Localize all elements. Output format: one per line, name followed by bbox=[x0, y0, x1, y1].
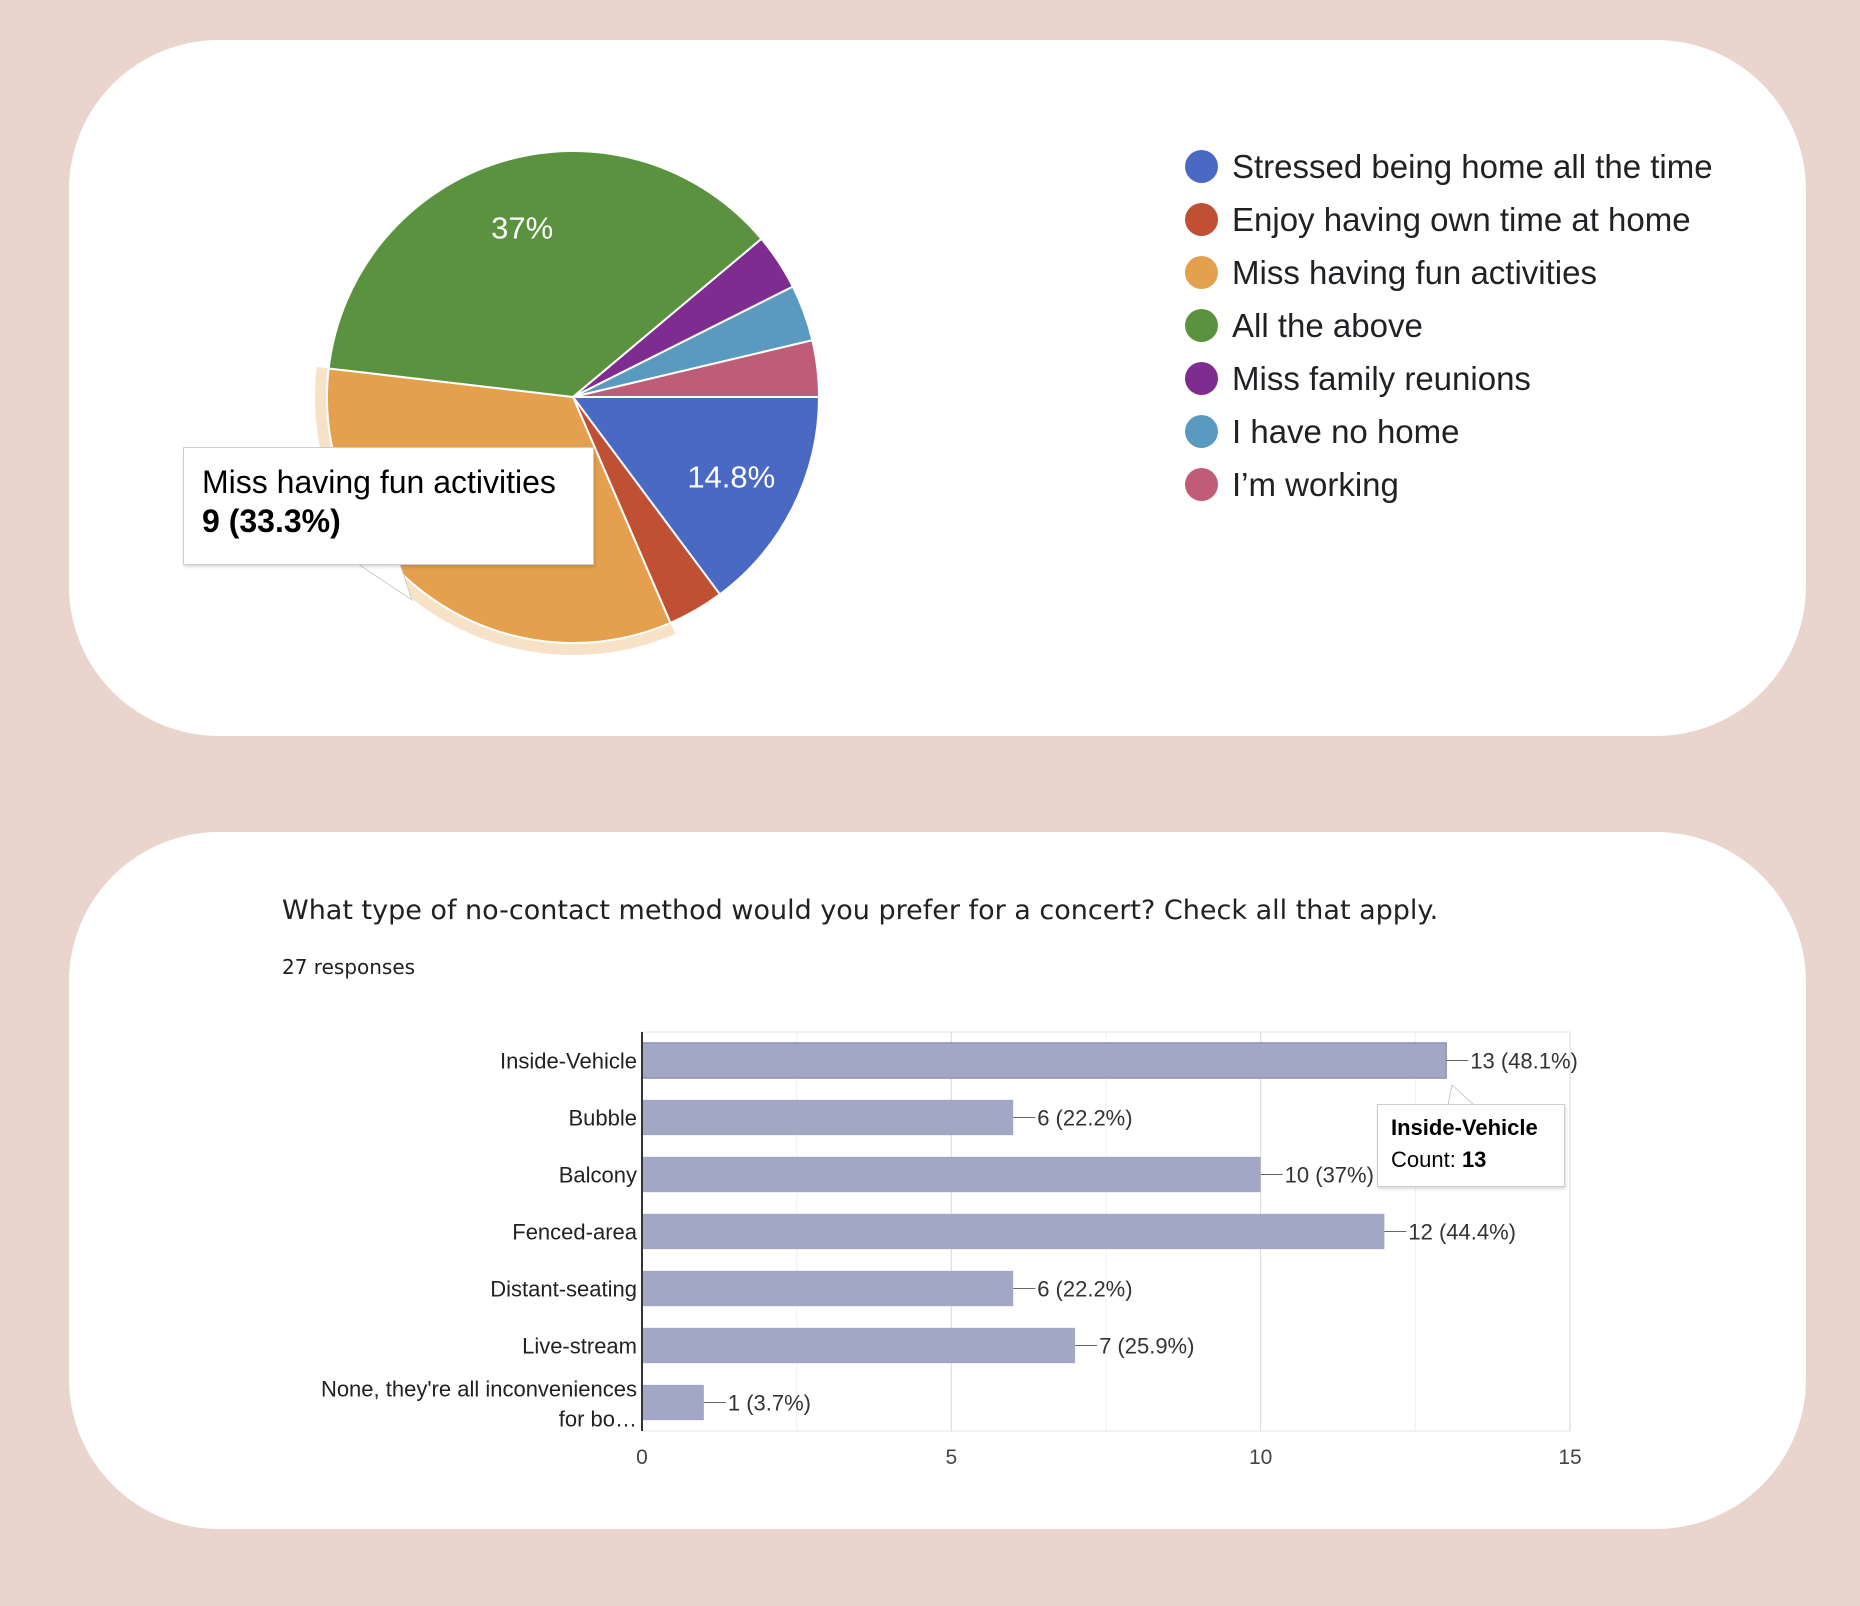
legend-label: I’m working bbox=[1232, 465, 1399, 503]
legend-label: I have no home bbox=[1232, 412, 1460, 450]
category-label: for bo… bbox=[559, 1407, 637, 1432]
data-label: 7 (25.9%) bbox=[1099, 1334, 1194, 1359]
x-tick-label: 5 bbox=[945, 1446, 957, 1469]
category-label: None, they're all inconveniences bbox=[321, 1377, 637, 1402]
legend-item-stressed-being-home-all-the-time[interactable]: Stressed being home all the time bbox=[1185, 140, 1713, 193]
response-count: 27 responses bbox=[282, 955, 416, 979]
legend-label: Miss having fun activities bbox=[1232, 253, 1597, 291]
legend-dot-icon bbox=[1185, 309, 1218, 342]
pie-slice-stressed-being-home-all-the-time[interactable] bbox=[571, 396, 821, 596]
category-label: Bubble bbox=[568, 1106, 637, 1131]
bar-tooltip-label: Inside-Vehicle bbox=[1391, 1115, 1538, 1140]
legend-label: Enjoy having own time at home bbox=[1232, 200, 1691, 238]
category-label: Fenced-area bbox=[512, 1220, 638, 1245]
pie-slice-i-m-working[interactable] bbox=[572, 339, 821, 398]
bar-none-they-re-all-inconveniences-for-bo[interactable] bbox=[642, 1384, 704, 1421]
legend-item-i-have-no-home[interactable]: I have no home bbox=[1185, 405, 1713, 458]
data-label: 1 (3.7%) bbox=[728, 1391, 811, 1416]
pie-slice-label-all-the-above: 37% bbox=[491, 210, 553, 245]
category-label: Distant-seating bbox=[490, 1277, 637, 1302]
x-tick-label: 15 bbox=[1558, 1446, 1581, 1469]
legend-item-miss-having-fun-activities[interactable]: Miss having fun activities bbox=[1185, 246, 1713, 299]
data-label: 10 (37%) bbox=[1285, 1163, 1374, 1188]
legend-dot-icon bbox=[1185, 150, 1218, 183]
legend-dot-icon bbox=[1185, 256, 1218, 289]
legend-dot-icon bbox=[1185, 415, 1218, 448]
legend-label: All the above bbox=[1232, 306, 1423, 344]
pie-tooltip-label: Miss having fun activities bbox=[202, 464, 556, 500]
bar-balcony[interactable] bbox=[642, 1156, 1261, 1193]
bar-distant-seating[interactable] bbox=[642, 1270, 1014, 1307]
legend-item-all-the-above[interactable]: All the above bbox=[1185, 299, 1713, 352]
pie-slice-all-the-above[interactable] bbox=[327, 150, 763, 399]
x-tick-label: 0 bbox=[636, 1446, 648, 1469]
bar-tooltip-pointer bbox=[1447, 1084, 1475, 1106]
data-label: 13 (48.1%) bbox=[1470, 1049, 1578, 1074]
category-label: Live-stream bbox=[522, 1334, 637, 1359]
x-tick-label: 10 bbox=[1249, 1446, 1272, 1469]
pie-tooltip-pointer bbox=[357, 563, 413, 602]
legend-item-miss-family-reunions[interactable]: Miss family reunions bbox=[1185, 352, 1713, 405]
category-label: Inside-Vehicle bbox=[500, 1049, 637, 1074]
bar-tooltip-count-prefix: Count: bbox=[1391, 1147, 1462, 1172]
bar-bubble[interactable] bbox=[642, 1099, 1014, 1136]
bar-live-stream[interactable] bbox=[642, 1327, 1076, 1364]
data-label: 6 (22.2%) bbox=[1037, 1106, 1132, 1131]
legend-dot-icon bbox=[1185, 362, 1218, 395]
legend-item-enjoy-having-own-time-at-home[interactable]: Enjoy having own time at home bbox=[1185, 193, 1713, 246]
bar-tooltip-count-line: Count: 13 bbox=[1391, 1147, 1551, 1173]
pie-legend: Stressed being home all the time Enjoy ha… bbox=[1185, 140, 1713, 511]
data-label: 6 (22.2%) bbox=[1037, 1277, 1132, 1302]
bar-tooltip-count: 13 bbox=[1461, 1147, 1487, 1172]
legend-label: Stressed being home all the time bbox=[1232, 147, 1713, 185]
category-label: Balcony bbox=[559, 1163, 637, 1188]
legend-dot-icon bbox=[1185, 203, 1218, 236]
bar-inside-vehicle[interactable] bbox=[641, 1042, 1447, 1079]
legend-item-i-m-working[interactable]: I’m working bbox=[1185, 458, 1713, 511]
bar-tooltip: Inside-Vehicle Count: 13 bbox=[1377, 1104, 1565, 1187]
legend-label: Miss family reunions bbox=[1232, 359, 1531, 397]
legend-dot-icon bbox=[1185, 468, 1218, 501]
question-title: What type of no-contact method would you… bbox=[282, 895, 1439, 926]
bar-fenced-area[interactable] bbox=[642, 1213, 1385, 1250]
pie-slice-label-stressed-being-home-all-the-time: 14.8% bbox=[687, 459, 775, 494]
pie-tooltip: Miss having fun activities 9 (33.3%) bbox=[183, 447, 594, 565]
data-label: 12 (44.4%) bbox=[1408, 1220, 1516, 1245]
pie-tooltip-value: 9 (33.3%) bbox=[202, 503, 341, 539]
